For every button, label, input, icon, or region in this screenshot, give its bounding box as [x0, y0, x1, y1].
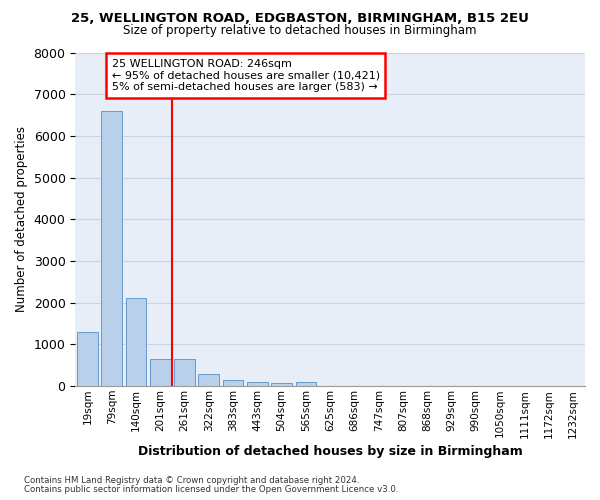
Bar	[296, 382, 316, 386]
Text: Size of property relative to detached houses in Birmingham: Size of property relative to detached ho…	[123, 24, 477, 37]
Text: 25, WELLINGTON ROAD, EDGBASTON, BIRMINGHAM, B15 2EU: 25, WELLINGTON ROAD, EDGBASTON, BIRMINGH…	[71, 12, 529, 26]
Bar	[174, 358, 195, 386]
Text: 25 WELLINGTON ROAD: 246sqm
← 95% of detached houses are smaller (10,421)
5% of s: 25 WELLINGTON ROAD: 246sqm ← 95% of deta…	[112, 59, 380, 92]
Y-axis label: Number of detached properties: Number of detached properties	[15, 126, 28, 312]
Text: Contains public sector information licensed under the Open Government Licence v3: Contains public sector information licen…	[24, 485, 398, 494]
Bar	[199, 374, 219, 386]
Bar	[77, 332, 98, 386]
Bar	[150, 358, 170, 386]
Bar	[101, 111, 122, 386]
Bar	[271, 384, 292, 386]
Text: Contains HM Land Registry data © Crown copyright and database right 2024.: Contains HM Land Registry data © Crown c…	[24, 476, 359, 485]
Bar	[247, 382, 268, 386]
Bar	[125, 298, 146, 386]
X-axis label: Distribution of detached houses by size in Birmingham: Distribution of detached houses by size …	[138, 444, 523, 458]
Bar	[223, 380, 244, 386]
